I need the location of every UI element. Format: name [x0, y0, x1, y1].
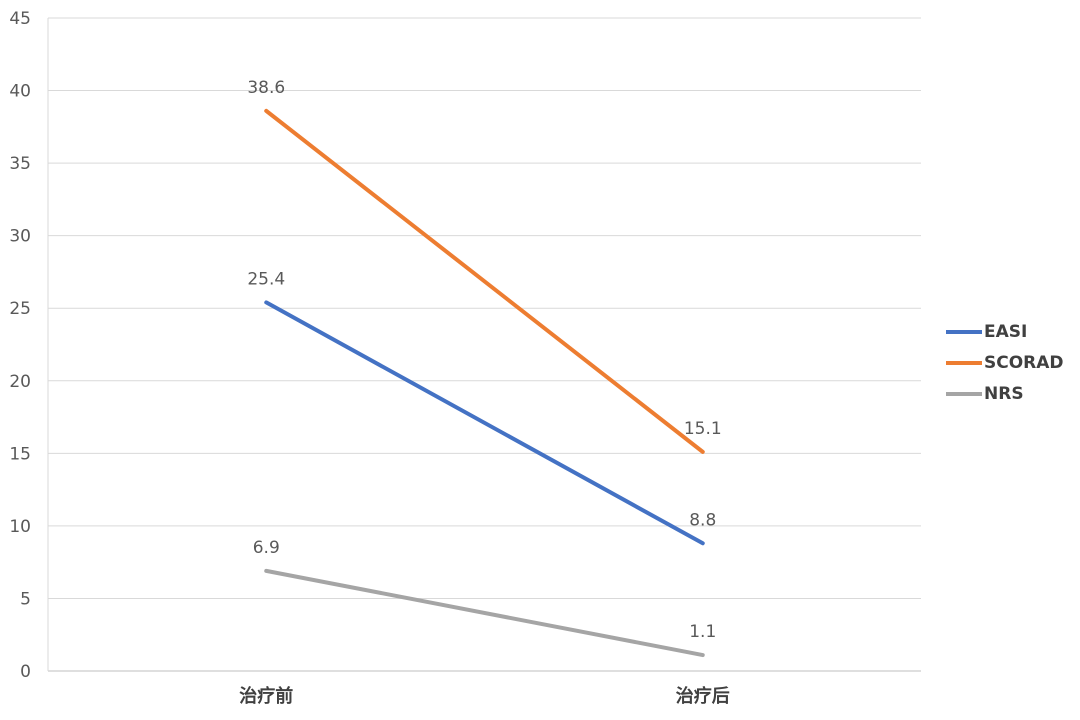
series-line-scorad: [264, 108, 705, 454]
y-tick-label: 20: [9, 372, 31, 392]
data-label-nrs: 1.1: [689, 622, 716, 642]
data-label-easi: 25.4: [247, 269, 285, 289]
y-tick-label: 45: [9, 9, 31, 29]
legend-item-nrs: NRS: [946, 378, 1064, 409]
legend-label-scorad: SCORAD: [984, 352, 1064, 373]
legend-swatch-scorad: [946, 360, 982, 365]
legend-item-scorad: SCORAD: [946, 347, 1064, 378]
y-tick-label: 30: [9, 227, 31, 247]
x-tick-label: 治疗后: [676, 685, 730, 707]
legend-item-easi: EASI: [946, 316, 1064, 347]
series-line-nrs: [264, 568, 705, 658]
y-tick-label: 40: [9, 82, 31, 102]
legend: EASI SCORAD NRS: [946, 316, 1064, 409]
legend-swatch-easi: [946, 329, 982, 334]
legend-label-easi: EASI: [984, 321, 1028, 342]
data-label-easi: 8.8: [689, 510, 716, 530]
x-tick-label: 治疗前: [239, 685, 293, 707]
y-tick-label: 5: [20, 589, 31, 609]
data-label-scorad: 38.6: [247, 78, 285, 98]
data-label-nrs: 6.9: [253, 538, 280, 558]
y-tick-label: 15: [9, 444, 31, 464]
y-tick-label: 25: [9, 299, 31, 319]
legend-swatch-nrs: [946, 391, 982, 396]
y-tick-label: 10: [9, 517, 31, 537]
y-tick-label: 0: [20, 662, 31, 682]
y-tick-label: 35: [9, 154, 31, 174]
series-line-easi: [264, 300, 705, 546]
legend-label-nrs: NRS: [984, 383, 1024, 404]
data-label-scorad: 15.1: [684, 419, 722, 439]
